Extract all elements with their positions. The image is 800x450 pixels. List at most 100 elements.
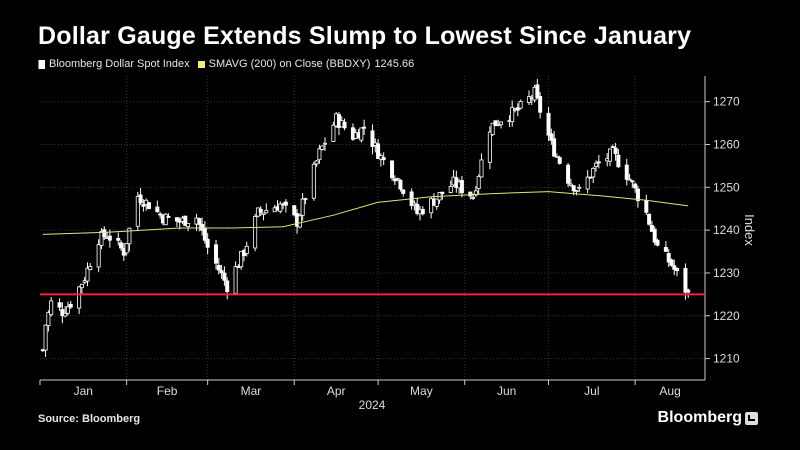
x-tick-label: Aug (659, 384, 680, 398)
candle-body (359, 127, 364, 141)
candle-body (669, 259, 674, 266)
y-tick-label: 1210 (713, 352, 740, 366)
candle-body (214, 244, 219, 264)
candle-body (395, 177, 400, 180)
candle-body (549, 133, 554, 141)
candle-body (99, 231, 104, 246)
candle-body (278, 203, 283, 212)
candle-body (216, 264, 221, 271)
candle-body (499, 121, 504, 126)
candle-body (381, 157, 386, 161)
candle-body (655, 239, 660, 246)
candle-body (476, 175, 481, 189)
candle-body (146, 202, 151, 210)
candle-body (183, 215, 188, 226)
candle-body (119, 242, 124, 249)
candle-body (314, 160, 319, 165)
candle-body (292, 205, 297, 216)
candle-body (490, 122, 495, 136)
candle-body (613, 147, 618, 155)
candle-body (459, 180, 464, 194)
legend: Bloomberg Dollar Spot Index SMAVG (200) … (38, 58, 414, 70)
candle-body (557, 157, 562, 164)
candle-body (493, 120, 498, 127)
candle-body (116, 237, 121, 241)
candle-body (649, 225, 654, 232)
candle-body (49, 300, 54, 316)
candle-body (487, 131, 492, 163)
year-label: 2024 (359, 398, 386, 412)
candle-body (253, 216, 258, 249)
moving-average-line (42, 191, 689, 235)
candle-body (624, 164, 629, 180)
candle-body (244, 245, 249, 254)
legend-series2-label: SMAVG (200) on Close (BBDXY) (208, 58, 371, 70)
candle-body (591, 168, 596, 178)
candle-body (222, 272, 227, 281)
x-tick-label: Jan (74, 384, 93, 398)
candle-body (515, 107, 520, 111)
brand-name: Bloomberg (657, 409, 742, 426)
candle-body (526, 96, 531, 103)
gridlines (40, 76, 705, 380)
brand-badge-icon (745, 411, 758, 425)
candle-body (596, 161, 601, 164)
candle-body (401, 189, 406, 194)
candle-body (663, 246, 668, 252)
y-tick-label: 1260 (713, 138, 740, 152)
candle-body (392, 178, 397, 182)
brand-logo: Bloomberg (658, 409, 758, 427)
candle-body (479, 159, 484, 178)
candle-body (376, 143, 381, 159)
candle-body (163, 213, 168, 226)
candle-body (568, 183, 573, 186)
y-tick-label: 1270 (713, 95, 740, 109)
candle-body (420, 209, 425, 215)
candle-body (608, 148, 613, 162)
candle-body (141, 204, 146, 207)
x-tick-label: Feb (157, 384, 178, 398)
candle-body (283, 201, 288, 206)
candle-body (633, 183, 638, 189)
candle-body (264, 209, 269, 214)
candle-body (158, 213, 163, 216)
candle-body (415, 203, 420, 214)
moving-average-legend-swatch (197, 60, 205, 68)
candle-body (57, 302, 62, 308)
candle-body (174, 217, 179, 222)
candle-body (672, 265, 677, 270)
candle-body (616, 154, 621, 168)
candle-body (440, 191, 445, 194)
candle-body (398, 179, 403, 190)
candle-body (647, 213, 652, 225)
candle-body (468, 191, 473, 197)
candle-body (233, 266, 238, 294)
candle-body (166, 216, 171, 218)
y-tick-label: 1230 (713, 266, 740, 280)
chart-title: Dollar Gauge Extends Slump to Lowest Sin… (38, 22, 692, 50)
x-tick-label: Jun (497, 384, 516, 398)
candle-body (546, 112, 551, 136)
candle-body (675, 267, 680, 271)
candle-body (107, 235, 112, 241)
candle-body (510, 106, 515, 122)
candle-body (588, 176, 593, 179)
candle-body (412, 202, 417, 206)
candle-body (554, 155, 559, 158)
candle-body (585, 176, 590, 190)
axes: 1210 1220 1230 1240 1250 1260 1270 Jan Feb Mar Apr… (39, 76, 757, 412)
legend-series1-label: Bloomberg Dollar Spot Index (49, 58, 190, 70)
candle-body (127, 227, 132, 245)
legend-series2-value: 1245.66 (374, 58, 415, 70)
candle-body (124, 243, 129, 254)
x-tick-label: Apr (327, 384, 346, 398)
candle-body (239, 250, 244, 268)
candle-body (471, 197, 476, 199)
candle-body (88, 266, 93, 271)
candle-body (79, 283, 84, 289)
candle-body (258, 208, 263, 213)
candle-body (135, 196, 140, 227)
candle-body (627, 178, 632, 181)
candle-body (68, 303, 73, 308)
candle-body (322, 142, 327, 145)
